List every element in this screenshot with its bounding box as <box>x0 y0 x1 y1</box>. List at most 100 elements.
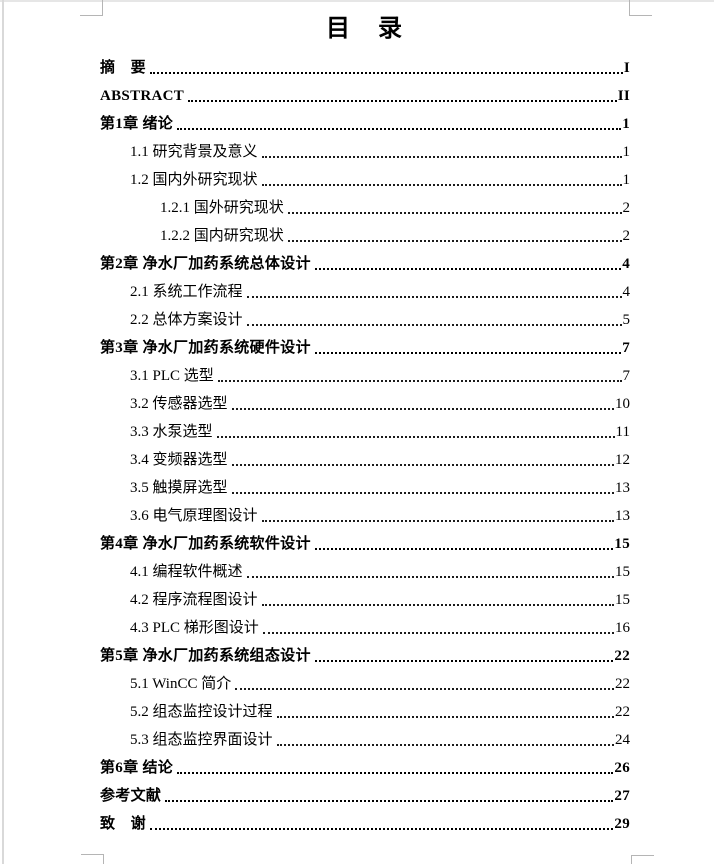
toc-entry-label: 第6章 结论 <box>100 760 174 776</box>
dot-leader <box>231 464 614 466</box>
dot-leader <box>287 212 622 214</box>
toc-entry-label: 2.2 总体方案设计 <box>130 312 243 328</box>
dot-leader <box>314 660 614 662</box>
dot-leader <box>261 604 614 606</box>
dot-leader <box>314 548 614 550</box>
toc-entry-label: 1.2.1 国外研究现状 <box>160 200 284 216</box>
toc-entry-label: 3.6 电气原理图设计 <box>130 508 258 524</box>
toc-entry-page: 27 <box>614 788 630 804</box>
dot-leader <box>246 324 622 326</box>
dot-leader <box>246 296 622 298</box>
dot-leader <box>177 772 614 774</box>
toc-entry-page: 13 <box>615 508 630 524</box>
toc-entry-label: 1.2.2 国内研究现状 <box>160 228 284 244</box>
toc-entry-label: 5.3 组态监控界面设计 <box>130 732 273 748</box>
toc-entry-page: 13 <box>615 480 630 496</box>
toc-row[interactable]: 2.1 系统工作流程 4 <box>100 276 630 304</box>
dot-leader <box>246 576 614 578</box>
toc-row[interactable]: 4.2 程序流程图设计 15 <box>100 584 630 612</box>
toc-entry-page: 26 <box>614 760 630 776</box>
toc-row[interactable]: 1.2.1 国外研究现状 2 <box>100 192 630 220</box>
toc-entry-label: 4.3 PLC 梯形图设计 <box>130 620 259 636</box>
dot-leader <box>261 156 622 158</box>
toc-row[interactable]: 1.2.2 国内研究现状 2 <box>100 220 630 248</box>
toc-title: 目 录 <box>326 16 404 42</box>
dot-leader <box>235 688 614 690</box>
toc-row[interactable]: 3.5 触摸屏选型 13 <box>100 472 630 500</box>
margin-cropmark-top-left <box>80 0 103 16</box>
toc-row[interactable]: 第2章 净水厂加药系统总体设计 4 <box>100 248 630 276</box>
toc-row[interactable]: 第6章 结论 26 <box>100 752 630 780</box>
toc-entry-page: 2 <box>622 200 631 216</box>
toc-row[interactable]: 2.2 总体方案设计 5 <box>100 304 630 332</box>
toc-row[interactable]: 5.1 WinCC 简介 22 <box>100 668 630 696</box>
toc-entry-label: 5.2 组态监控设计过程 <box>130 704 273 720</box>
toc-entry-page: 15 <box>615 564 630 580</box>
toc-row[interactable]: 3.3 水泵选型 11 <box>100 416 630 444</box>
dot-leader <box>261 520 614 522</box>
dot-leader <box>314 268 622 270</box>
dot-leader <box>231 492 614 494</box>
toc-row[interactable]: 摘 要 I <box>100 52 630 80</box>
toc-list: 摘 要 I ABSTRACT II 第1章 绪论 1 1.1 研究背景及意义 1… <box>100 52 630 836</box>
dot-leader <box>261 184 622 186</box>
dot-leader <box>149 72 623 74</box>
toc-entry-page: 22 <box>615 704 630 720</box>
toc-entry-label: 2.1 系统工作流程 <box>130 284 243 300</box>
toc-row[interactable]: 致 谢 29 <box>100 808 630 836</box>
toc-row[interactable]: 3.1 PLC 选型 7 <box>100 360 630 388</box>
toc-row[interactable]: 参考文献 27 <box>100 780 630 808</box>
toc-entry-page: 4 <box>622 256 630 272</box>
dot-leader <box>177 128 622 130</box>
toc-content: 目 录 摘 要 I ABSTRACT II 第1章 绪论 1 1.1 研究背景及… <box>100 14 630 836</box>
page-left-edge <box>2 0 4 864</box>
toc-entry-page: 2 <box>622 228 631 244</box>
toc-row[interactable]: 第1章 绪论 1 <box>100 108 630 136</box>
toc-entry-label: 3.2 传感器选型 <box>130 396 228 412</box>
dot-leader <box>165 800 614 802</box>
toc-entry-page: 1 <box>622 116 630 132</box>
toc-entry-page: 7 <box>622 368 631 384</box>
dot-leader <box>216 436 615 438</box>
toc-row[interactable]: 5.3 组态监控界面设计 24 <box>100 724 630 752</box>
toc-row[interactable]: 1.1 研究背景及意义 1 <box>100 136 630 164</box>
dot-leader <box>276 716 614 718</box>
toc-row[interactable]: 第3章 净水厂加药系统硬件设计 7 <box>100 332 630 360</box>
toc-entry-label: 参考文献 <box>100 788 162 804</box>
toc-row[interactable]: 3.6 电气原理图设计 13 <box>100 500 630 528</box>
toc-entry-page: 22 <box>615 676 630 692</box>
toc-entry-page: 7 <box>622 340 630 356</box>
dot-leader <box>188 100 617 102</box>
toc-row[interactable]: 3.2 传感器选型 10 <box>100 388 630 416</box>
toc-entry-page: 1 <box>622 172 631 188</box>
toc-row[interactable]: 4.1 编程软件概述 15 <box>100 556 630 584</box>
dot-leader <box>262 632 614 634</box>
toc-entry-page: I <box>623 60 630 76</box>
toc-entry-page: 5 <box>622 312 631 328</box>
toc-entry-label: 1.2 国内外研究现状 <box>130 172 258 188</box>
toc-row[interactable]: ABSTRACT II <box>100 80 630 108</box>
toc-entry-page: 15 <box>614 536 630 552</box>
dot-leader <box>314 352 622 354</box>
toc-entry-label: 第1章 绪论 <box>100 116 174 132</box>
toc-row[interactable]: 5.2 组态监控设计过程 22 <box>100 696 630 724</box>
toc-entry-label: 5.1 WinCC 简介 <box>130 676 232 692</box>
toc-entry-page: 4 <box>622 284 631 300</box>
toc-row[interactable]: 第4章 净水厂加药系统软件设计 15 <box>100 528 630 556</box>
toc-entry-page: 10 <box>615 396 630 412</box>
toc-row[interactable]: 1.2 国内外研究现状 1 <box>100 164 630 192</box>
toc-entry-page: 16 <box>615 620 630 636</box>
dot-leader <box>217 380 622 382</box>
toc-entry-label: 3.4 变频器选型 <box>130 452 228 468</box>
toc-row[interactable]: 3.4 变频器选型 12 <box>100 444 630 472</box>
toc-entry-label: 3.5 触摸屏选型 <box>130 480 228 496</box>
dot-leader <box>287 240 622 242</box>
toc-entry-label: 4.2 程序流程图设计 <box>130 592 258 608</box>
toc-entry-label: 第2章 净水厂加药系统总体设计 <box>100 256 311 272</box>
toc-row[interactable]: 第5章 净水厂加药系统组态设计 22 <box>100 640 630 668</box>
toc-row[interactable]: 4.3 PLC 梯形图设计 16 <box>100 612 630 640</box>
dot-leader <box>231 408 614 410</box>
toc-entry-label: 第4章 净水厂加药系统软件设计 <box>100 536 311 552</box>
toc-entry-page: 29 <box>614 816 630 832</box>
